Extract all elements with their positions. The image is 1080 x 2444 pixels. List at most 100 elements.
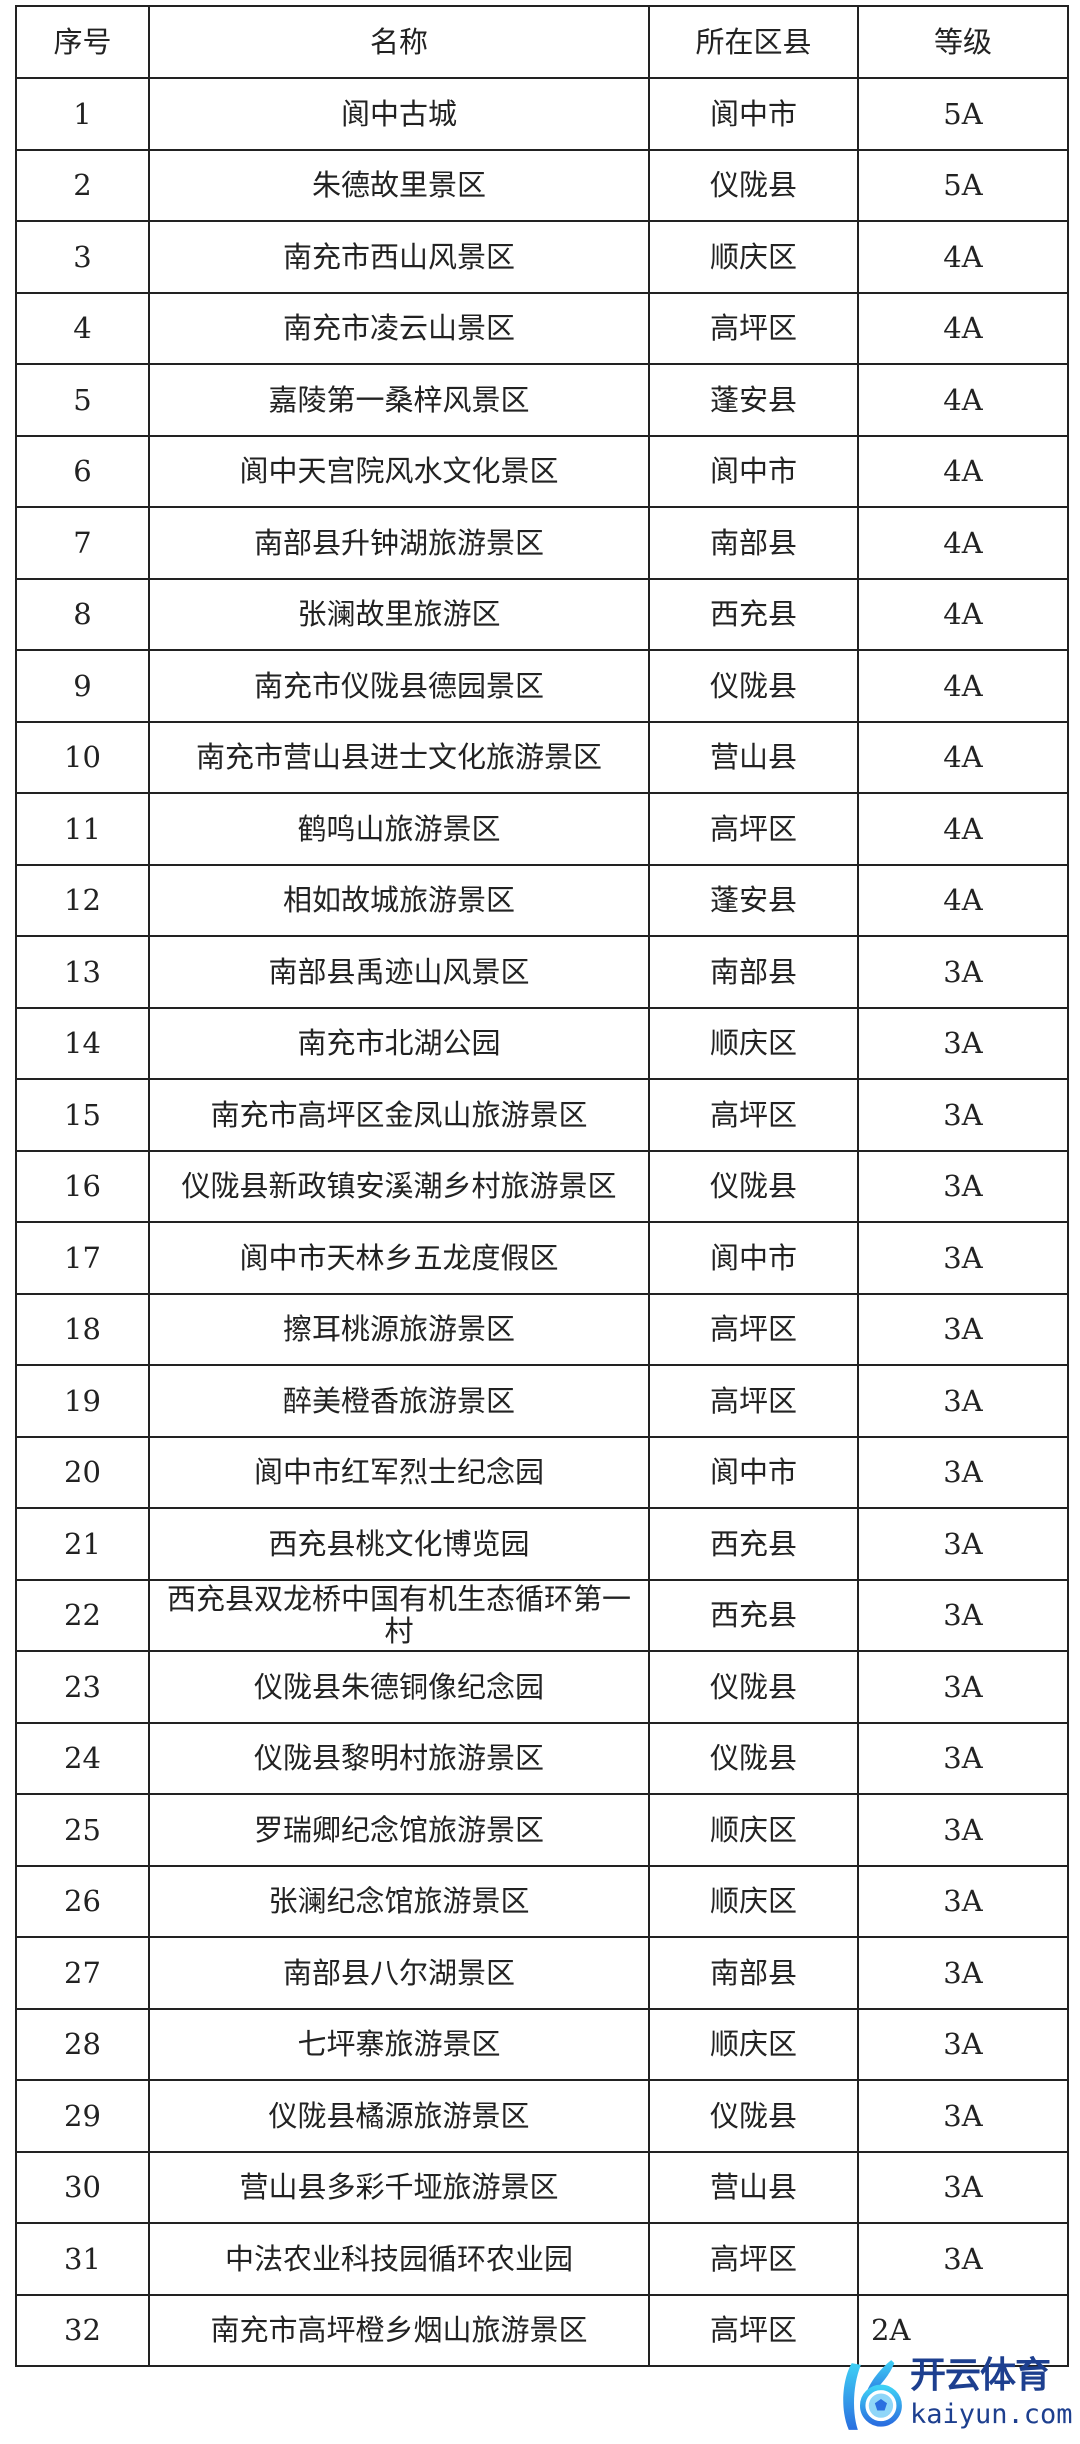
cell-grade: 3A — [857, 1149, 1069, 1223]
cell-grade: 3A — [857, 1793, 1069, 1867]
table-row: 19 醉美橙香旅游景区 高坪区 3A — [15, 1364, 1069, 1438]
table-row: 18 擦耳桃源旅游景区 高坪区 3A — [15, 1292, 1069, 1366]
cell-index: 12 — [15, 863, 150, 937]
cell-index: 11 — [15, 792, 150, 866]
cell-name: 仪陇县橘源旅游景区 — [148, 2079, 650, 2153]
cell-grade: 5A — [857, 148, 1069, 222]
cell-district: 阆中市 — [648, 434, 859, 508]
cell-name: 中法农业科技园循环农业园 — [148, 2222, 650, 2296]
cell-index: 18 — [15, 1292, 150, 1366]
cell-district: 西充县 — [648, 577, 859, 651]
table-row: 27 南部县八尔湖景区 南部县 3A — [15, 1936, 1069, 2010]
cell-name: 西充县桃文化博览园 — [148, 1507, 650, 1581]
cell-index: 6 — [15, 434, 150, 508]
cell-district: 高坪区 — [648, 1364, 859, 1438]
table-row: 28 七坪寨旅游景区 顺庆区 3A — [15, 2007, 1069, 2081]
table-row: 16 仪陇县新政镇安溪潮乡村旅游景区 仪陇县 3A — [15, 1149, 1069, 1223]
cell-district: 南部县 — [648, 506, 859, 580]
table-row: 23 仪陇县朱德铜像纪念园 仪陇县 3A — [15, 1650, 1069, 1724]
cell-grade: 3A — [857, 1721, 1069, 1795]
cell-index: 14 — [15, 1006, 150, 1080]
cell-name: 罗瑞卿纪念馆旅游景区 — [148, 1793, 650, 1867]
cell-grade: 4A — [857, 720, 1069, 794]
cell-grade: 3A — [857, 2007, 1069, 2081]
cell-name: 南部县禹迹山风景区 — [148, 935, 650, 1009]
cell-district: 仪陇县 — [648, 649, 859, 723]
cell-index: 4 — [15, 291, 150, 365]
cell-grade: 3A — [857, 1364, 1069, 1438]
table-row: 5 嘉陵第一桑梓风景区 蓬安县 4A — [15, 363, 1069, 437]
cell-index: 22 — [15, 1578, 150, 1652]
cell-index: 24 — [15, 1721, 150, 1795]
table-row: 4 南充市凌云山景区 高坪区 4A — [15, 291, 1069, 365]
cell-name: 南充市仪陇县德园景区 — [148, 649, 650, 723]
cell-name: 阆中古城 — [148, 77, 650, 151]
table-row: 1 阆中古城 阆中市 5A — [15, 77, 1069, 151]
cell-index: 26 — [15, 1864, 150, 1938]
cell-name: 南充市高坪区金凤山旅游景区 — [148, 1078, 650, 1152]
cell-index: 27 — [15, 1936, 150, 2010]
cell-name: 相如故城旅游景区 — [148, 863, 650, 937]
cell-index: 28 — [15, 2007, 150, 2081]
cell-grade: 4A — [857, 863, 1069, 937]
table-row: 32 南充市高坪橙乡烟山旅游景区 高坪区 2A — [15, 2293, 1069, 2367]
cell-district: 顺庆区 — [648, 220, 859, 294]
cell-index: 17 — [15, 1221, 150, 1295]
cell-grade: 4A — [857, 434, 1069, 508]
cell-grade: 3A — [857, 2222, 1069, 2296]
cell-district: 顺庆区 — [648, 2007, 859, 2081]
cell-district: 阆中市 — [648, 77, 859, 151]
cell-name: 南充市凌云山景区 — [148, 291, 650, 365]
header-district: 所在区县 — [648, 5, 859, 79]
cell-district: 仪陇县 — [648, 148, 859, 222]
cell-name: 南部县升钟湖旅游景区 — [148, 506, 650, 580]
table-row: 29 仪陇县橘源旅游景区 仪陇县 3A — [15, 2079, 1069, 2153]
cell-name: 南充市高坪橙乡烟山旅游景区 — [148, 2293, 650, 2367]
table-row: 15 南充市高坪区金凤山旅游景区 高坪区 3A — [15, 1078, 1069, 1152]
cell-index: 32 — [15, 2293, 150, 2367]
cell-grade: 5A — [857, 77, 1069, 151]
cell-district: 高坪区 — [648, 792, 859, 866]
cell-grade: 4A — [857, 792, 1069, 866]
cell-district: 蓬安县 — [648, 863, 859, 937]
cell-grade: 3A — [857, 1507, 1069, 1581]
table-row: 2 朱德故里景区 仪陇县 5A — [15, 148, 1069, 222]
cell-index: 3 — [15, 220, 150, 294]
cell-index: 9 — [15, 649, 150, 723]
cell-grade: 3A — [857, 1578, 1069, 1652]
cell-name: 张澜故里旅游区 — [148, 577, 650, 651]
table-row: 12 相如故城旅游景区 蓬安县 4A — [15, 863, 1069, 937]
table-row: 9 南充市仪陇县德园景区 仪陇县 4A — [15, 649, 1069, 723]
cell-name: 擦耳桃源旅游景区 — [148, 1292, 650, 1366]
table-row: 24 仪陇县黎明村旅游景区 仪陇县 3A — [15, 1721, 1069, 1795]
cell-index: 8 — [15, 577, 150, 651]
cell-district: 高坪区 — [648, 2222, 859, 2296]
cell-district: 高坪区 — [648, 291, 859, 365]
header-grade: 等级 — [857, 5, 1069, 79]
cell-grade: 3A — [857, 1864, 1069, 1938]
cell-district: 仪陇县 — [648, 2079, 859, 2153]
cell-grade: 3A — [857, 1435, 1069, 1509]
cell-district: 仪陇县 — [648, 1721, 859, 1795]
cell-index: 30 — [15, 2150, 150, 2224]
cell-index: 31 — [15, 2222, 150, 2296]
cell-grade: 3A — [857, 1292, 1069, 1366]
table-row: 13 南部县禹迹山风景区 南部县 3A — [15, 935, 1069, 1009]
cell-district: 蓬安县 — [648, 363, 859, 437]
cell-index: 23 — [15, 1650, 150, 1724]
cell-grade: 3A — [857, 1078, 1069, 1152]
cell-index: 13 — [15, 935, 150, 1009]
header-index: 序号 — [15, 5, 150, 79]
cell-district: 高坪区 — [648, 1292, 859, 1366]
cell-name: 醉美橙香旅游景区 — [148, 1364, 650, 1438]
cell-district: 仪陇县 — [648, 1149, 859, 1223]
cell-district: 高坪区 — [648, 1078, 859, 1152]
cell-index: 21 — [15, 1507, 150, 1581]
cell-index: 10 — [15, 720, 150, 794]
table-row: 11 鹤鸣山旅游景区 高坪区 4A — [15, 792, 1069, 866]
cell-grade: 3A — [857, 1006, 1069, 1080]
cell-grade: 4A — [857, 291, 1069, 365]
cell-district: 顺庆区 — [648, 1864, 859, 1938]
cell-district: 营山县 — [648, 2150, 859, 2224]
table-row: 10 南充市营山县进士文化旅游景区 营山县 4A — [15, 720, 1069, 794]
